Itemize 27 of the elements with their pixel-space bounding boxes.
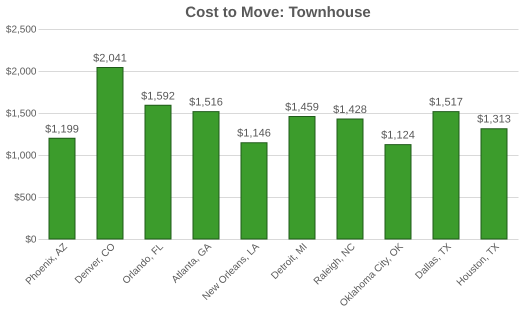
data-label: $1,517 <box>429 96 463 109</box>
y-tick-label: $500 <box>14 192 37 204</box>
data-label: $1,428 <box>333 104 367 116</box>
bar <box>240 142 268 240</box>
y-tick-label: $2,500 <box>6 24 37 36</box>
bar <box>48 138 76 240</box>
y-tick-label: $1,500 <box>6 108 37 120</box>
y-tick-label: $1,000 <box>6 150 37 162</box>
bar <box>480 128 508 240</box>
data-label: $1,199 <box>45 123 79 136</box>
data-label: $1,459 <box>285 101 319 114</box>
data-label: $1,146 <box>237 128 271 140</box>
data-label: $2,041 <box>93 52 127 65</box>
data-label: $1,516 <box>189 96 223 109</box>
data-label: $1,313 <box>477 114 511 126</box>
bar <box>384 144 412 240</box>
bar <box>96 67 124 240</box>
bar <box>432 111 460 240</box>
bar <box>288 116 316 240</box>
bar <box>192 111 220 240</box>
chart-title: Cost to Move: Townhouse <box>185 4 371 21</box>
y-tick-label: $2,000 <box>6 66 37 78</box>
data-label: $1,592 <box>141 90 175 102</box>
y-tick-label: $0 <box>25 234 37 246</box>
bar <box>336 118 364 240</box>
data-label: $1,124 <box>381 130 415 142</box>
bar <box>144 104 172 240</box>
